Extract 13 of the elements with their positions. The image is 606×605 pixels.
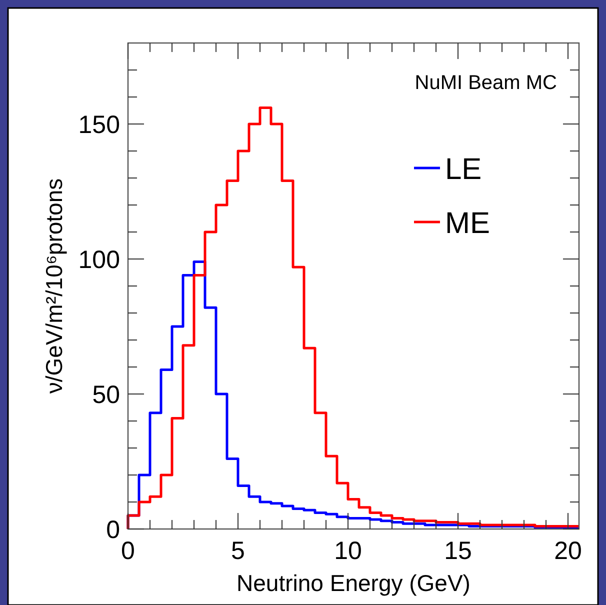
x-tick-label: 10 [334,537,362,565]
legend-label: ME [445,207,490,240]
y-tick-label: 150 [78,111,120,139]
x-tick-label: 15 [444,537,472,565]
legend-label: LE [445,153,482,186]
x-tick-label: 5 [231,537,245,565]
y-tick-label: 0 [106,516,120,544]
y-axis-title: ν/GeV/m²/10⁶protons [41,178,67,394]
y-tick-label: 100 [78,246,120,274]
x-tick-label: 20 [554,537,582,565]
x-axis-title: Neutrino Energy (GeV) [236,570,470,596]
annotation: NuMI Beam MC [414,72,557,94]
y-tick-label: 50 [92,381,120,409]
